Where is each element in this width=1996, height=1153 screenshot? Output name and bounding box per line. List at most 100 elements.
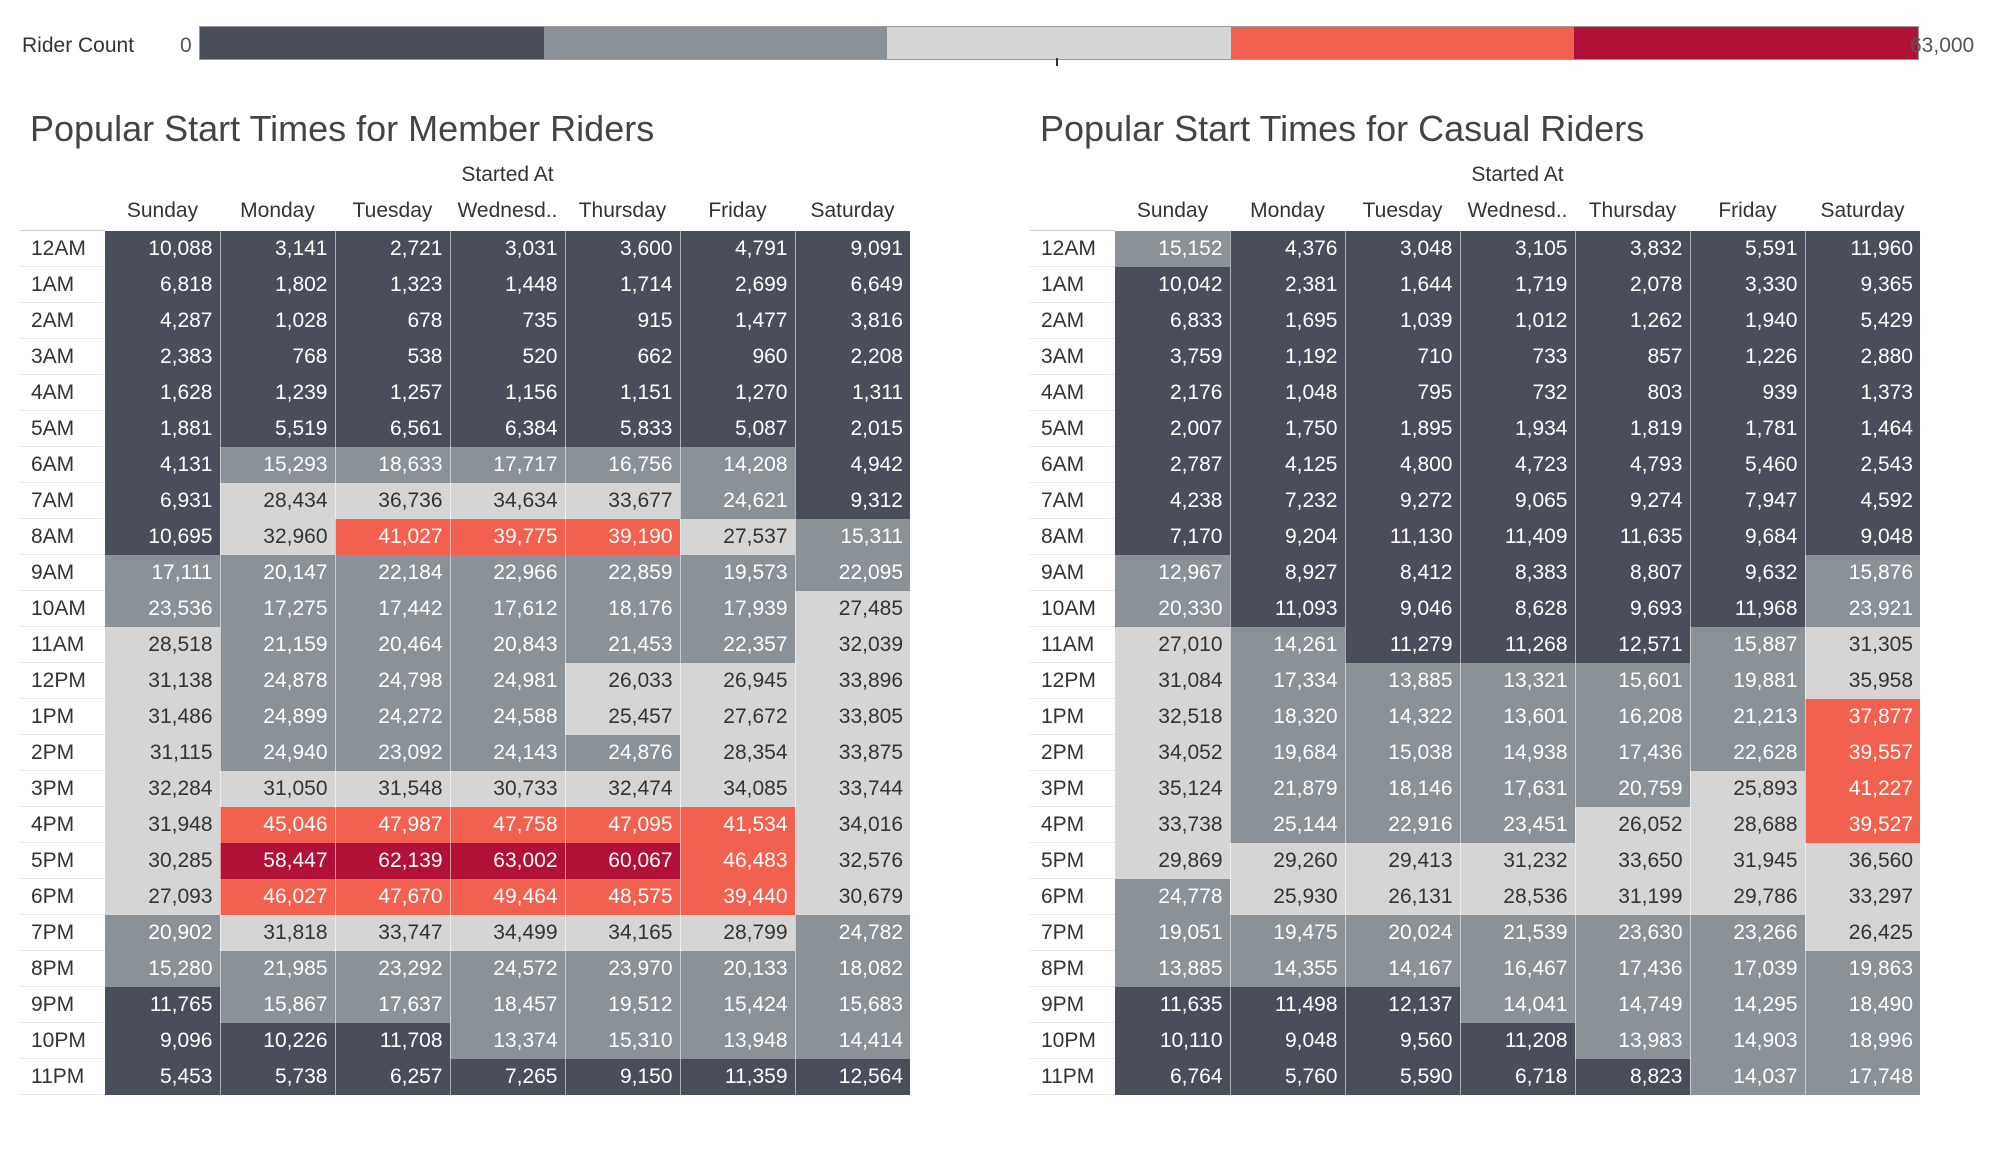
- heatmap-cell: 20,843: [450, 626, 566, 663]
- heatmap-cell: 33,650: [1575, 842, 1691, 879]
- row-header: 10AM: [20, 590, 105, 627]
- heatmap-cell: 18,996: [1805, 1022, 1920, 1059]
- heatmap-cell: 20,147: [220, 554, 336, 591]
- heatmap-cell: 24,621: [680, 482, 796, 519]
- heatmap-cell: 11,498: [1230, 986, 1346, 1023]
- table-row: 5AM 1,881 5,519 6,561 6,384 5,833 5,087 2,015: [20, 410, 910, 447]
- heatmap-cell: 1,028: [220, 302, 336, 339]
- heatmap-cell: 960: [680, 338, 796, 375]
- heatmap-cell: 4,592: [1805, 482, 1920, 519]
- heatmap-cell: 1,323: [335, 266, 451, 303]
- casual-riders-heatmap: Popular Start Times for Casual Riders St…: [1030, 100, 1920, 1095]
- heatmap-cell: 13,374: [450, 1022, 566, 1059]
- heatmap-cell: 24,572: [450, 950, 566, 987]
- heatmap-cell: 19,512: [565, 986, 681, 1023]
- heatmap-cell: 803: [1575, 374, 1691, 411]
- heatmap-cell: 33,297: [1805, 878, 1920, 915]
- row-header: 9PM: [1030, 986, 1115, 1023]
- heatmap-cell: 11,279: [1345, 626, 1461, 663]
- heatmap-cell: 41,534: [680, 806, 796, 843]
- heatmap-cell: 9,204: [1230, 518, 1346, 555]
- heatmap-cell: 3,048: [1345, 230, 1461, 267]
- heatmap-table: Started At Sunday Monday Tuesday Wednesd.. Th…: [1030, 158, 1920, 1095]
- row-header: 2AM: [20, 302, 105, 339]
- heatmap-cell: 28,688: [1690, 806, 1806, 843]
- table-row: 6PM 24,778 25,930 26,131 28,536 31,199 29,786 3…: [1030, 878, 1920, 915]
- heatmap-cell: 36,736: [335, 482, 451, 519]
- heatmap-cell: 25,893: [1690, 770, 1806, 807]
- heatmap-cell: 1,012: [1460, 302, 1576, 339]
- heatmap-cell: 32,039: [795, 626, 910, 663]
- row-header: 7AM: [20, 482, 105, 519]
- table-row: 11AM 28,518 21,159 20,464 20,843 21,453 22,357…: [20, 626, 910, 663]
- heatmap-cell: 23,970: [565, 950, 681, 987]
- table-row: 1PM 31,486 24,899 24,272 24,588 25,457 27,672 3…: [20, 698, 910, 735]
- heatmap-cell: 5,429: [1805, 302, 1920, 339]
- heatmap-cell: 15,867: [220, 986, 336, 1023]
- heatmap-cell: 14,355: [1230, 950, 1346, 987]
- heatmap-cell: 14,037: [1690, 1058, 1806, 1095]
- heatmap-cell: 14,322: [1345, 698, 1461, 735]
- heatmap-cell: 17,612: [450, 590, 566, 627]
- row-header: 12PM: [1030, 662, 1115, 699]
- heatmap-cell: 24,272: [335, 698, 451, 735]
- heatmap-cell: 48,575: [565, 878, 681, 915]
- heatmap-cell: 30,733: [450, 770, 566, 807]
- legend-swatch: [1230, 27, 1575, 59]
- column-header: Thursday: [1588, 199, 1677, 223]
- row-header: 1AM: [1030, 266, 1115, 303]
- heatmap-cell: 710: [1345, 338, 1461, 375]
- row-header: 3AM: [20, 338, 105, 375]
- heatmap-cell: 10,042: [1115, 266, 1231, 303]
- heatmap-cell: 1,226: [1690, 338, 1806, 375]
- heatmap-cell: 20,330: [1115, 590, 1231, 627]
- row-header: 11PM: [20, 1058, 105, 1095]
- heatmap-cell: 17,717: [450, 446, 566, 483]
- heatmap-cell: 18,457: [450, 986, 566, 1023]
- heatmap-cell: 19,863: [1805, 950, 1920, 987]
- heatmap-cell: 6,257: [335, 1058, 451, 1095]
- table-row: 10PM 10,110 9,048 9,560 11,208 13,983 14,903 18…: [1030, 1022, 1920, 1059]
- row-header: 4PM: [1030, 806, 1115, 843]
- heatmap-cell: 30,285: [105, 842, 221, 879]
- heatmap-cell: 24,143: [450, 734, 566, 771]
- heatmap-cell: 24,940: [220, 734, 336, 771]
- heatmap-cell: 16,208: [1575, 698, 1691, 735]
- heatmap-cell: 2,208: [795, 338, 910, 375]
- heatmap-cell: 1,781: [1690, 410, 1806, 447]
- table-row: 4PM 33,738 25,144 22,916 23,451 26,052 28,688 3…: [1030, 806, 1920, 843]
- heatmap-cell: 1,270: [680, 374, 796, 411]
- table-row: 8AM 10,695 32,960 41,027 39,775 39,190 27,537 1…: [20, 518, 910, 555]
- heatmap-cell: 20,024: [1345, 914, 1461, 951]
- heatmap-cell: 10,110: [1115, 1022, 1231, 1059]
- heatmap-cell: 32,576: [795, 842, 910, 879]
- heatmap-cell: 19,475: [1230, 914, 1346, 951]
- row-header: 8PM: [1030, 950, 1115, 987]
- heatmap-cell: 14,167: [1345, 950, 1461, 987]
- heatmap-cell: 9,096: [105, 1022, 221, 1059]
- heatmap-cell: 13,948: [680, 1022, 796, 1059]
- heatmap-cell: 13,885: [1345, 662, 1461, 699]
- heatmap-cell: 21,985: [220, 950, 336, 987]
- heatmap-cell: 33,677: [565, 482, 681, 519]
- heatmap-cell: 34,499: [450, 914, 566, 951]
- heatmap-cell: 23,092: [335, 734, 451, 771]
- heatmap-cell: 20,133: [680, 950, 796, 987]
- table-row: 1AM 10,042 2,381 1,644 1,719 2,078 3,330 9,365: [1030, 266, 1920, 303]
- table-row: 3PM 32,284 31,050 31,548 30,733 32,474 34,085 3…: [20, 770, 910, 807]
- heatmap-cell: 39,557: [1805, 734, 1920, 771]
- heatmap-cell: 5,590: [1345, 1058, 1461, 1095]
- heatmap-cell: 1,156: [450, 374, 566, 411]
- heatmap-cell: 14,295: [1690, 986, 1806, 1023]
- table-row: 5AM 2,007 1,750 1,895 1,934 1,819 1,781 1,464: [1030, 410, 1920, 447]
- heatmap-cell: 4,723: [1460, 446, 1576, 483]
- column-axis-title: Started At: [1471, 163, 1564, 186]
- heatmap-cell: 2,381: [1230, 266, 1346, 303]
- heatmap-cell: 23,630: [1575, 914, 1691, 951]
- heatmap-cell: 31,948: [105, 806, 221, 843]
- heatmap-cell: 27,485: [795, 590, 910, 627]
- chart-title: Popular Start Times for Member Riders: [30, 108, 655, 149]
- heatmap-cell: 19,881: [1690, 662, 1806, 699]
- heatmap-cell: 22,916: [1345, 806, 1461, 843]
- row-header: 10PM: [20, 1022, 105, 1059]
